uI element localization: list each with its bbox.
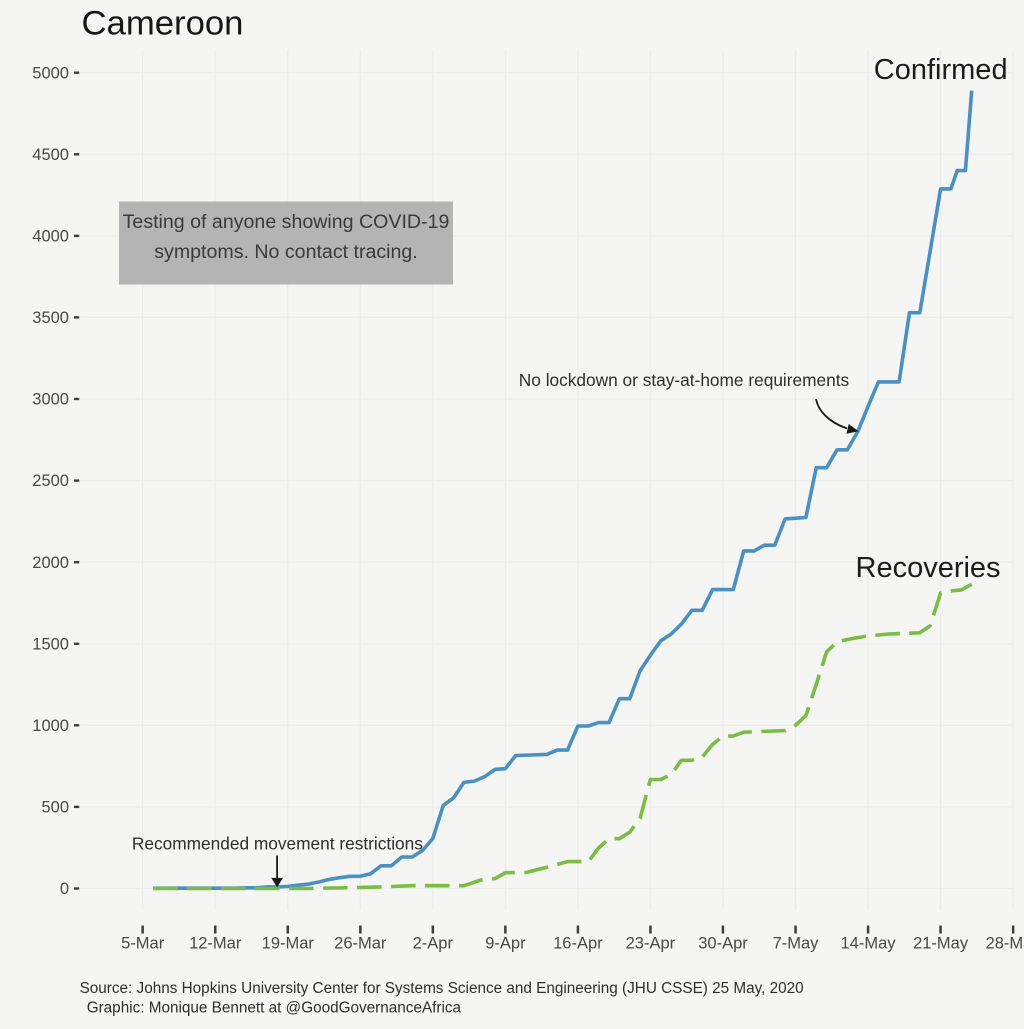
svg-text:Source: Johns Hopkins Universi: Source: Johns Hopkins University Center … — [80, 980, 804, 997]
svg-text:4500: 4500 — [32, 146, 69, 164]
svg-text:2000: 2000 — [32, 554, 69, 572]
svg-text:19-Mar: 19-Mar — [262, 935, 315, 953]
svg-text:500: 500 — [41, 799, 69, 817]
svg-text:Confirmed: Confirmed — [874, 54, 1008, 86]
svg-text:12-Mar: 12-Mar — [189, 935, 242, 953]
svg-text:2500: 2500 — [32, 472, 69, 490]
svg-text:7-May: 7-May — [773, 935, 820, 953]
svg-text:4000: 4000 — [32, 228, 69, 246]
svg-text:3500: 3500 — [32, 309, 69, 327]
svg-text:30-Apr: 30-Apr — [698, 935, 748, 953]
svg-text:No lockdown or stay-at-home re: No lockdown or stay-at-home requirements — [519, 370, 850, 390]
svg-text:14-May: 14-May — [840, 935, 896, 953]
svg-text:2-Apr: 2-Apr — [413, 935, 454, 953]
svg-text:28-May: 28-May — [986, 935, 1024, 953]
svg-text:Recoveries: Recoveries — [856, 552, 1001, 584]
svg-text:1000: 1000 — [32, 717, 69, 735]
svg-text:9-Apr: 9-Apr — [485, 935, 526, 953]
svg-text:Recommended movement restricti: Recommended movement restrictions — [132, 834, 423, 854]
svg-text:23-Apr: 23-Apr — [626, 935, 676, 953]
svg-text:26-Mar: 26-Mar — [334, 935, 387, 953]
svg-text:1500: 1500 — [32, 635, 69, 653]
svg-text:Cameroon: Cameroon — [82, 4, 244, 42]
svg-text:3000: 3000 — [32, 391, 69, 409]
svg-text:0: 0 — [60, 880, 69, 898]
svg-text:symptoms. No contact tracing.: symptoms. No contact tracing. — [154, 241, 418, 263]
svg-text:21-May: 21-May — [913, 935, 969, 953]
svg-text:Testing of anyone showing COVI: Testing of anyone showing COVID-19 — [123, 211, 450, 233]
svg-text:Graphic: Monique Bennett at @G: Graphic: Monique Bennett at @GoodGoverna… — [87, 999, 462, 1016]
svg-text:16-Apr: 16-Apr — [553, 935, 603, 953]
svg-text:5-Mar: 5-Mar — [121, 935, 165, 953]
svg-text:5000: 5000 — [32, 64, 69, 82]
